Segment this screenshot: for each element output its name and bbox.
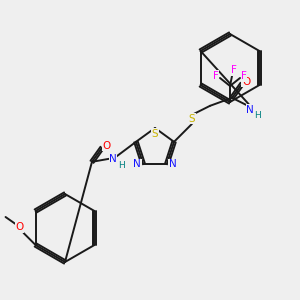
Text: N: N <box>134 159 141 169</box>
Text: N: N <box>169 159 177 169</box>
Text: O: O <box>103 141 111 151</box>
Text: O: O <box>242 77 250 87</box>
Text: S: S <box>189 114 195 124</box>
Text: F: F <box>231 65 237 75</box>
Text: N: N <box>109 154 117 164</box>
Text: O: O <box>15 222 24 232</box>
Text: H: H <box>118 161 125 170</box>
Text: S: S <box>152 129 158 139</box>
Text: H: H <box>254 111 260 120</box>
Text: F: F <box>213 71 219 81</box>
Text: F: F <box>241 71 247 81</box>
Text: N: N <box>246 105 254 115</box>
